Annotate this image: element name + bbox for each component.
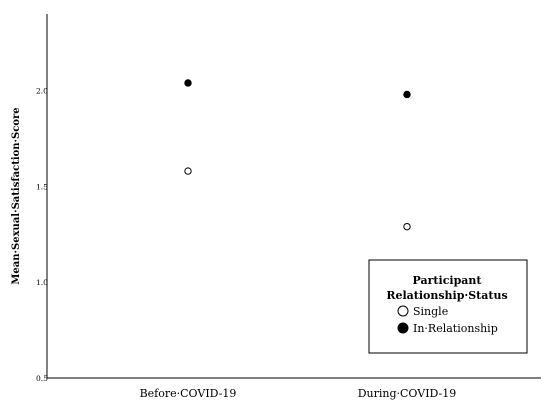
legend-title-line1: Participant	[413, 274, 483, 287]
legend-title-line2: Relationship·Status	[386, 289, 507, 302]
legend-label-single: Single	[413, 305, 448, 318]
y-tick-label: 0.5	[36, 374, 48, 383]
legend-marker-in-relationship	[397, 322, 409, 334]
y-tick-labels: 0.5 1.0 1.5 2.0	[36, 87, 48, 383]
single-point	[403, 222, 411, 231]
y-tick-label: 2.0	[36, 87, 48, 96]
in-relationship-point	[403, 90, 411, 99]
single-point	[184, 167, 192, 175]
legend-box	[368, 259, 528, 354]
in-relationship-point	[184, 79, 192, 87]
legend: Participant Relationship·Status Single I…	[368, 259, 528, 354]
legend-marker-single	[397, 305, 409, 317]
y-tick-label: 1.5	[36, 182, 48, 191]
x-tick-label-before: Before·COVID-19	[140, 387, 237, 400]
y-axis-title: Mean·Sexual·Satisfaction·Score	[11, 107, 22, 284]
data-points	[184, 79, 411, 231]
x-tick-label-during: During·COVID-19	[358, 387, 457, 400]
y-tick-label: 1.0	[36, 278, 48, 287]
legend-label-in-relationship: In·Relationship	[413, 322, 498, 335]
